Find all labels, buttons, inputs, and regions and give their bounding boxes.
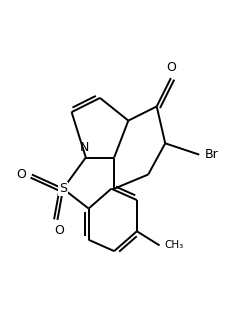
Text: O: O <box>16 168 26 181</box>
Text: O: O <box>166 61 176 74</box>
Text: O: O <box>54 224 64 237</box>
Text: S: S <box>59 182 67 195</box>
Text: CH₃: CH₃ <box>165 240 184 250</box>
Text: N: N <box>80 141 89 154</box>
Text: Br: Br <box>204 148 218 161</box>
